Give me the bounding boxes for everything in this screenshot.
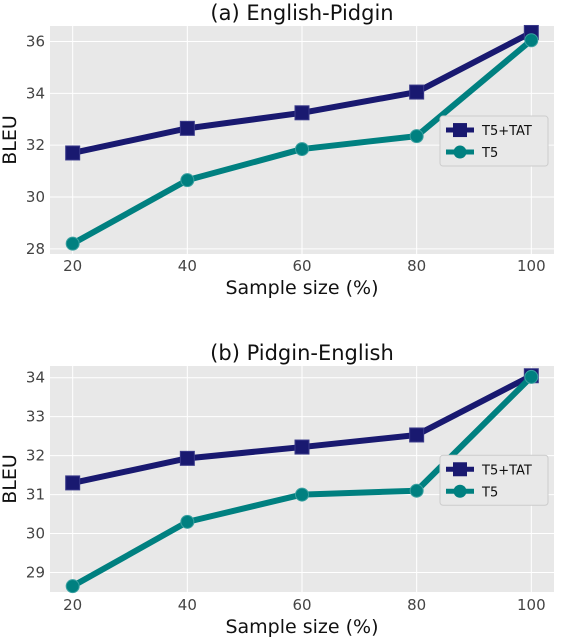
chart-pidgin-english: (b) Pidgin-English 20 40 60 80 100 29 30 31 32 33 3… bbox=[0, 341, 554, 638]
data-point bbox=[65, 475, 81, 491]
y-tick-label: 34 bbox=[26, 369, 45, 387]
y-tick-label: 29 bbox=[26, 564, 45, 582]
legend-marker bbox=[453, 123, 467, 138]
data-point bbox=[295, 142, 309, 157]
x-axis-label: Sample size (%) bbox=[225, 616, 378, 638]
chart-title: (a) English-Pidgin bbox=[210, 1, 393, 25]
x-axis-label: Sample size (%) bbox=[225, 277, 378, 299]
legend-marker bbox=[453, 462, 467, 477]
data-point bbox=[65, 145, 81, 161]
y-axis-label: BLEU bbox=[0, 115, 21, 165]
legend-label: T5+TAT bbox=[481, 124, 532, 139]
legend-label: T5 bbox=[481, 146, 498, 161]
y-tick-label: 33 bbox=[26, 408, 45, 426]
x-tick-label: 80 bbox=[407, 596, 426, 614]
data-point bbox=[65, 236, 80, 251]
data-point bbox=[409, 84, 425, 100]
y-tick-label: 36 bbox=[26, 33, 45, 51]
y-tick-label: 32 bbox=[26, 136, 45, 154]
chart-title: (b) Pidgin-English bbox=[210, 341, 394, 365]
data-point bbox=[179, 120, 195, 136]
y-tick-label: 34 bbox=[26, 84, 45, 102]
series-t5 bbox=[65, 369, 539, 594]
x-tick-label: 100 bbox=[517, 257, 546, 275]
series-t5-tat bbox=[65, 24, 539, 161]
y-tick-label: 31 bbox=[26, 486, 45, 504]
y-tick-label: 32 bbox=[26, 447, 45, 465]
data-point bbox=[65, 579, 80, 594]
data-point bbox=[179, 450, 195, 466]
x-tick-label: 40 bbox=[178, 257, 197, 275]
data-point bbox=[409, 483, 424, 498]
data-point bbox=[294, 105, 310, 121]
gridlines bbox=[50, 26, 554, 254]
data-point bbox=[409, 427, 425, 443]
data-point bbox=[180, 173, 195, 188]
legend-label: T5 bbox=[481, 485, 498, 500]
y-tick-label: 30 bbox=[26, 525, 45, 543]
data-point bbox=[524, 369, 539, 384]
chart-english-pidgin: (a) English-Pidgin 20 40 60 80 100 28 30 32 34 36 S… bbox=[0, 1, 554, 299]
x-tick-label: 20 bbox=[63, 257, 82, 275]
data-point bbox=[409, 129, 424, 144]
legend: T5+TAT T5 bbox=[439, 115, 549, 167]
x-tick-label: 80 bbox=[407, 257, 426, 275]
data-point bbox=[524, 33, 539, 48]
y-axis-label: BLEU bbox=[0, 454, 21, 504]
x-tick-label: 20 bbox=[63, 596, 82, 614]
data-point bbox=[180, 514, 195, 529]
y-tick-label: 28 bbox=[26, 240, 45, 258]
x-tick-label: 60 bbox=[292, 596, 311, 614]
x-tick-label: 40 bbox=[178, 596, 197, 614]
legend-marker bbox=[453, 145, 467, 159]
series-t5 bbox=[65, 33, 539, 251]
legend: T5+TAT T5 bbox=[439, 454, 549, 506]
data-point bbox=[295, 487, 309, 502]
y-tick-label: 30 bbox=[26, 188, 45, 206]
x-tick-label: 60 bbox=[292, 257, 311, 275]
legend-marker bbox=[453, 484, 467, 498]
legend-label: T5+TAT bbox=[481, 463, 532, 478]
data-point bbox=[294, 439, 310, 455]
x-tick-label: 100 bbox=[517, 596, 546, 614]
